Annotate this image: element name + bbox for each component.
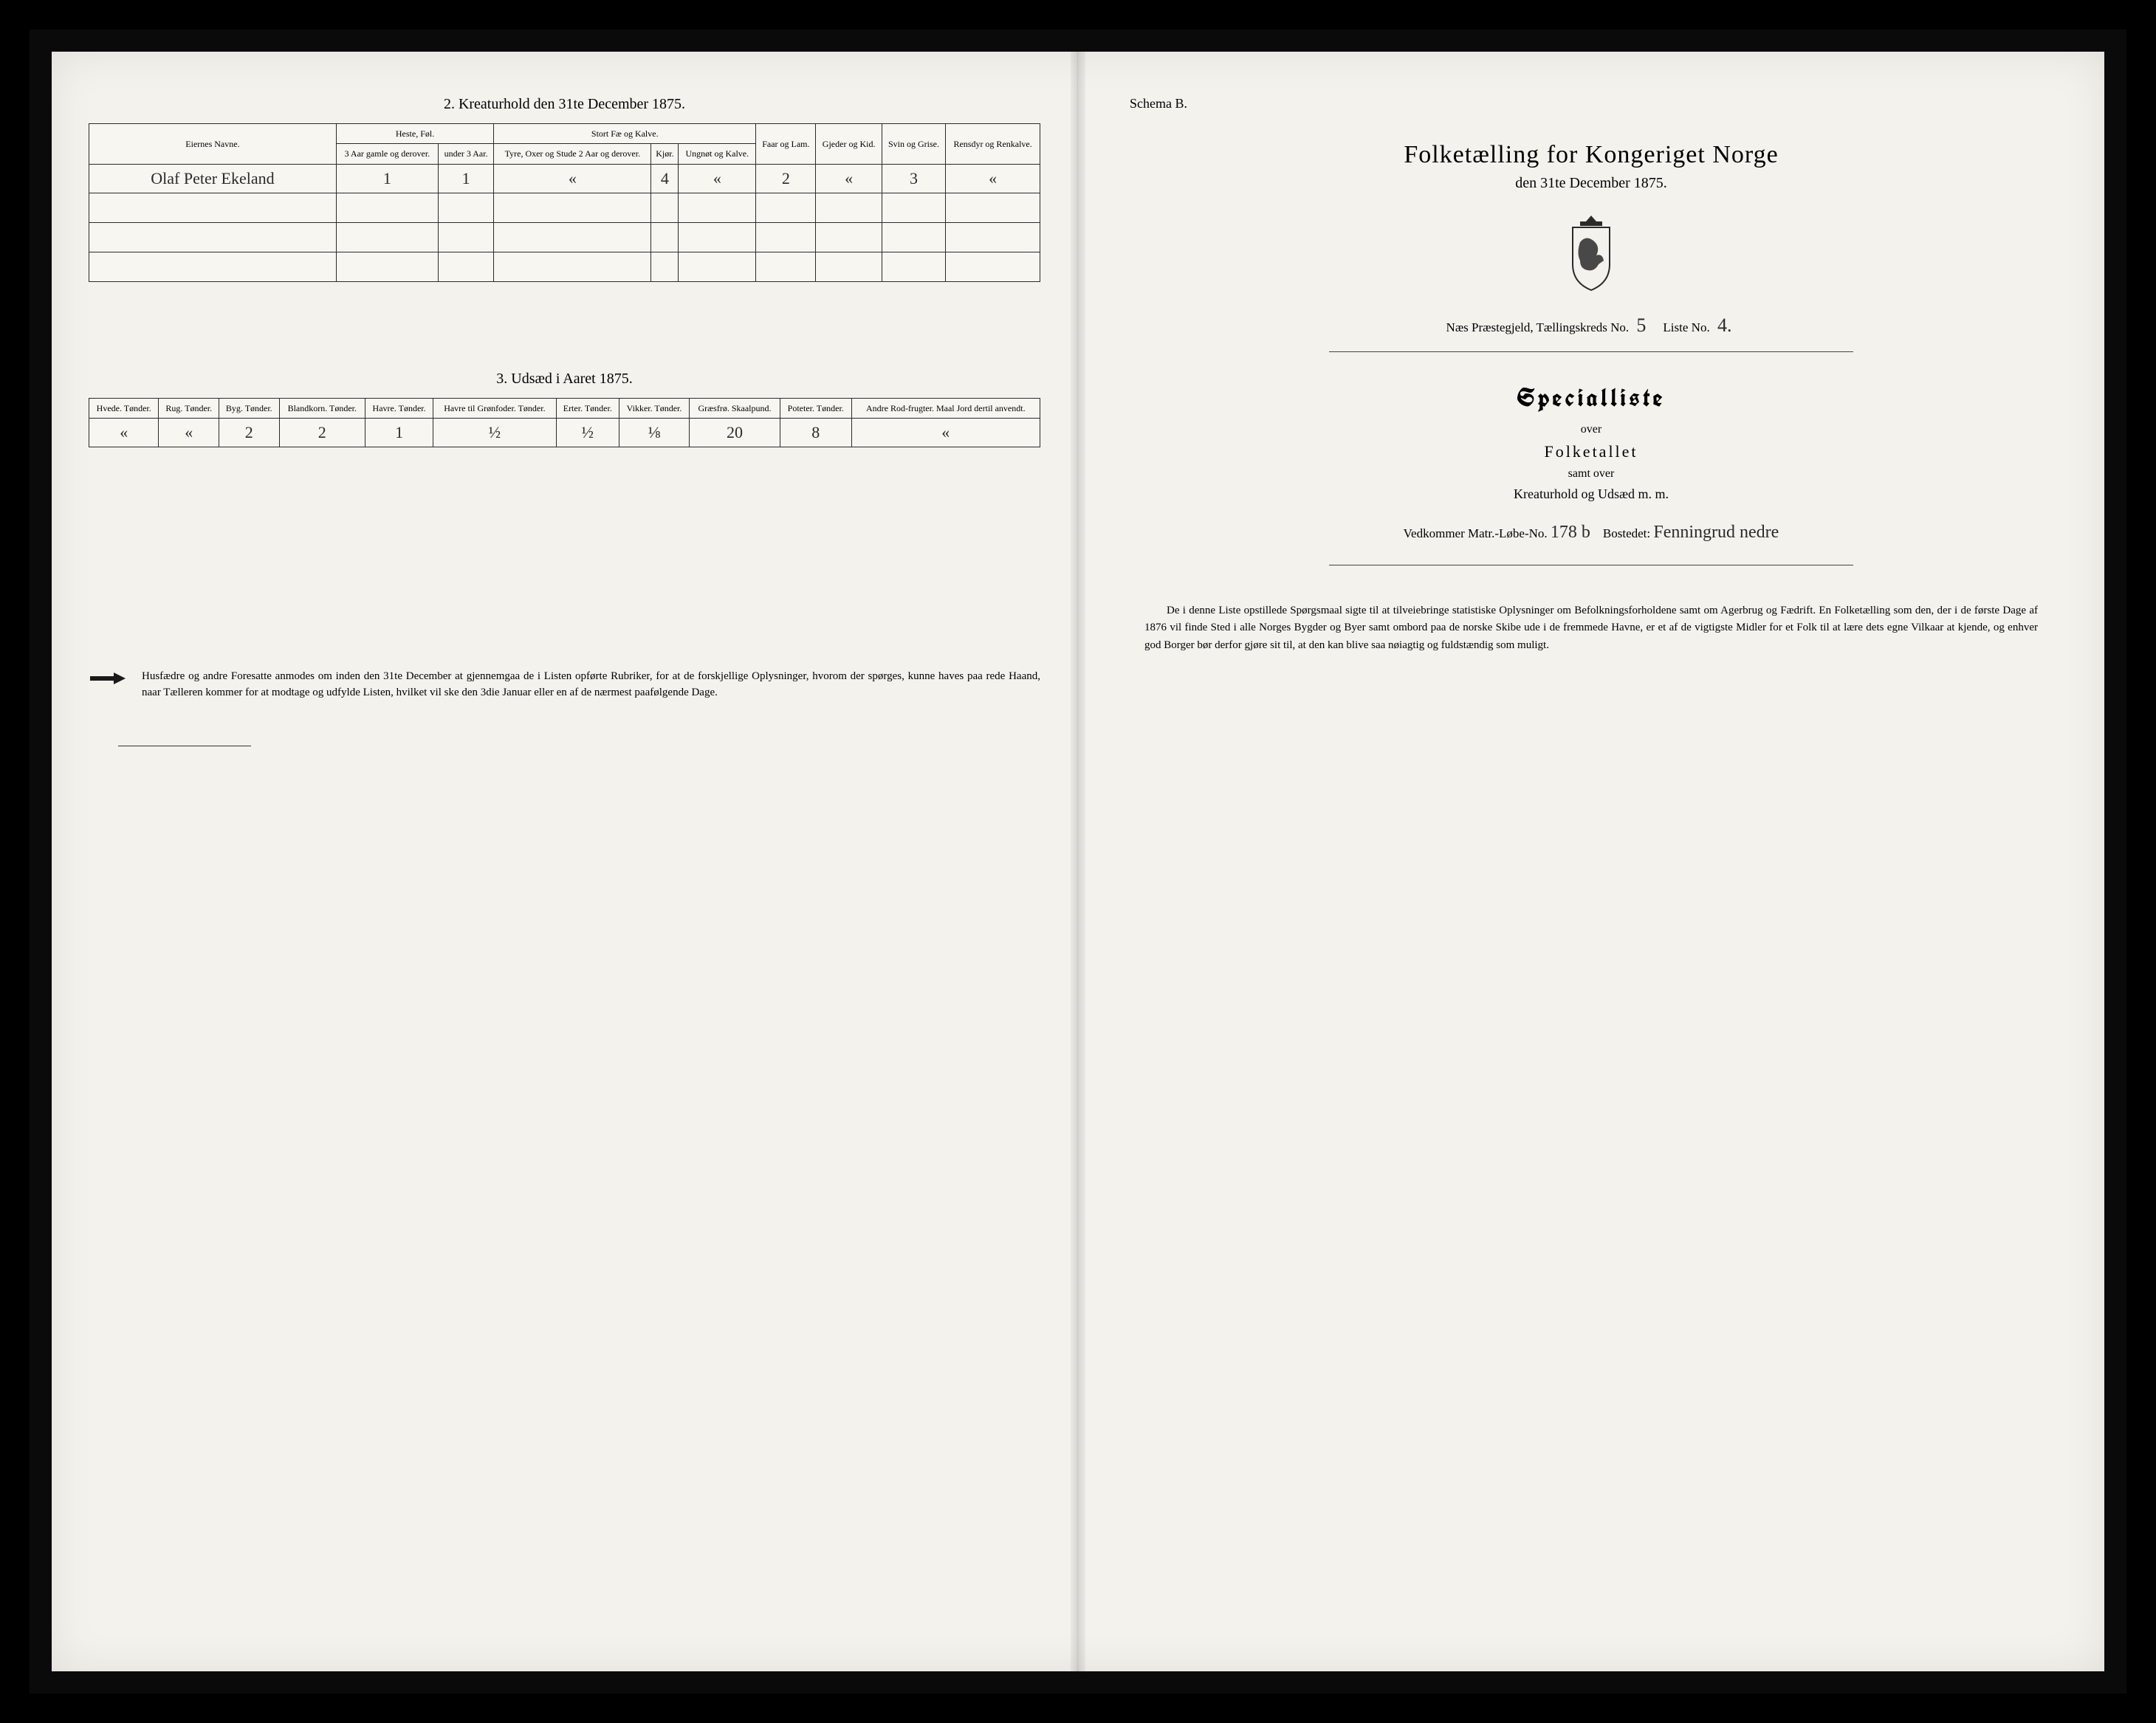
cell-stort-a: « (494, 164, 651, 193)
spec-over: over (1115, 423, 2067, 436)
col-owner: Eiernes Navne. (89, 124, 337, 165)
cell-rug: « (159, 419, 219, 447)
meta-line: Næs Præstegjeld, Tællingskreds No. 5 Lis… (1115, 314, 2067, 337)
cell-vikker: ⅛ (619, 419, 689, 447)
table-row (89, 222, 1040, 252)
table-row: Olaf Peter Ekeland 1 1 « 4 « 2 « 3 « (89, 164, 1040, 193)
col-hvede: Hvede. Tønder. (89, 398, 159, 418)
cell-hvede: « (89, 419, 159, 447)
cell-graesfro: 20 (690, 419, 780, 447)
col-graesfro: Græsfrø. Skaalpund. (690, 398, 780, 418)
col-svin: Svin og Grise. (882, 124, 945, 165)
col-heste-a: 3 Aar gamle og derover. (336, 144, 438, 164)
liste-label: Liste No. (1663, 320, 1709, 334)
cell-byg: 2 (219, 419, 280, 447)
cell-havre-gron: ½ (433, 419, 556, 447)
meta-prefix: Næs Præstegjeld, Tællingskreds No. (1446, 320, 1630, 334)
cell-erter: ½ (556, 419, 619, 447)
spec-kreatur: Kreaturhold og Udsæd m. m. (1115, 486, 2067, 502)
spec-samt: samt over (1115, 467, 2067, 481)
col-erter: Erter. Tønder. (556, 398, 619, 418)
bottom-paragraph: De i denne Liste opstillede Spørgsmaal s… (1144, 602, 2038, 654)
seed-table: Hvede. Tønder. Rug. Tønder. Byg. Tønder.… (89, 398, 1040, 447)
cell-stort-c: « (679, 164, 756, 193)
vedk-val2: Fenningrud nedre (1653, 523, 1779, 542)
col-rug: Rug. Tønder. (159, 398, 219, 418)
cell-poteter: 8 (780, 419, 851, 447)
cell-stort-b: 4 (651, 164, 679, 193)
vedk-val1: 178 b (1551, 523, 1590, 542)
cell-faar: 2 (756, 164, 816, 193)
spec-folketallet: Folketallet (1115, 442, 2067, 461)
right-page: Schema B. Folketælling for Kongeriget No… (1078, 52, 2104, 1671)
col-faar: Faar og Lam. (756, 124, 816, 165)
col-stort-a: Tyre, Oxer og Stude 2 Aar og derover. (494, 144, 651, 164)
cell-gjeder: « (816, 164, 882, 193)
section2-title: 2. Kreaturhold den 31te December 1875. (89, 96, 1040, 113)
cell-andre: « (851, 419, 1040, 447)
col-poteter: Poteter. Tønder. (780, 398, 851, 418)
coat-of-arms-icon (1558, 213, 1624, 294)
specialliste-title: Specialliste (1115, 382, 2067, 414)
table-row: « « 2 2 1 ½ ½ ⅛ 20 8 « (89, 419, 1040, 447)
col-stort-b: Kjør. (651, 144, 679, 164)
cell-rensdyr: « (946, 164, 1040, 193)
col-havre-gron: Havre til Grønfoder. Tønder. (433, 398, 556, 418)
cell-blandkorn: 2 (279, 419, 365, 447)
cell-havre: 1 (365, 419, 433, 447)
schema-label: Schema B. (1130, 96, 2067, 111)
vedk-label2: Bostedet: (1603, 526, 1650, 540)
col-gjeder: Gjeder og Kid. (816, 124, 882, 165)
col-stort-group: Stort Fæ og Kalve. (494, 124, 756, 144)
kreds-no: 5 (1632, 314, 1650, 336)
page-title: Folketælling for Kongeriget Norge (1115, 141, 2067, 169)
liste-no: 4. (1713, 314, 1737, 336)
table-row (89, 252, 1040, 281)
section3-title: 3. Udsæd i Aaret 1875. (89, 371, 1040, 388)
livestock-table: Eiernes Navne. Heste, Føl. Stort Fæ og K… (89, 123, 1040, 282)
cell-owner: Olaf Peter Ekeland (89, 164, 337, 193)
paper-spread: 2. Kreaturhold den 31te December 1875. E… (52, 52, 2104, 1671)
col-stort-c: Ungnøt og Kalve. (679, 144, 756, 164)
vedk-label1: Vedkommer Matr.-Løbe-No. (1404, 526, 1548, 540)
col-vikker: Vikker. Tønder. (619, 398, 689, 418)
scan-frame: 2. Kreaturhold den 31te December 1875. E… (30, 30, 2126, 1693)
vedkommer-line: Vedkommer Matr.-Løbe-No. 178 b Bostedet:… (1115, 523, 2067, 543)
cell-svin: 3 (882, 164, 945, 193)
cell-heste-a: 1 (336, 164, 438, 193)
col-rensdyr: Rensdyr og Renkalve. (946, 124, 1040, 165)
col-heste-b: under 3 Aar. (438, 144, 493, 164)
col-havre: Havre. Tønder. (365, 398, 433, 418)
left-page: 2. Kreaturhold den 31te December 1875. E… (52, 52, 1078, 1671)
table-row (89, 193, 1040, 222)
page-subtitle: den 31te December 1875. (1115, 175, 2067, 192)
col-byg: Byg. Tønder. (219, 398, 280, 418)
col-blandkorn: Blandkorn. Tønder. (279, 398, 365, 418)
col-andre: Andre Rod-frugter. Maal Jord dertil anve… (851, 398, 1040, 418)
footnote: Husfædre og andre Foresatte anmodes om i… (89, 669, 1040, 701)
cell-heste-b: 1 (438, 164, 493, 193)
col-heste-group: Heste, Føl. (336, 124, 493, 144)
footnote-text: Husfædre og andre Foresatte anmodes om i… (142, 669, 1040, 701)
pointing-hand-icon (89, 669, 128, 688)
divider (1329, 351, 1853, 352)
